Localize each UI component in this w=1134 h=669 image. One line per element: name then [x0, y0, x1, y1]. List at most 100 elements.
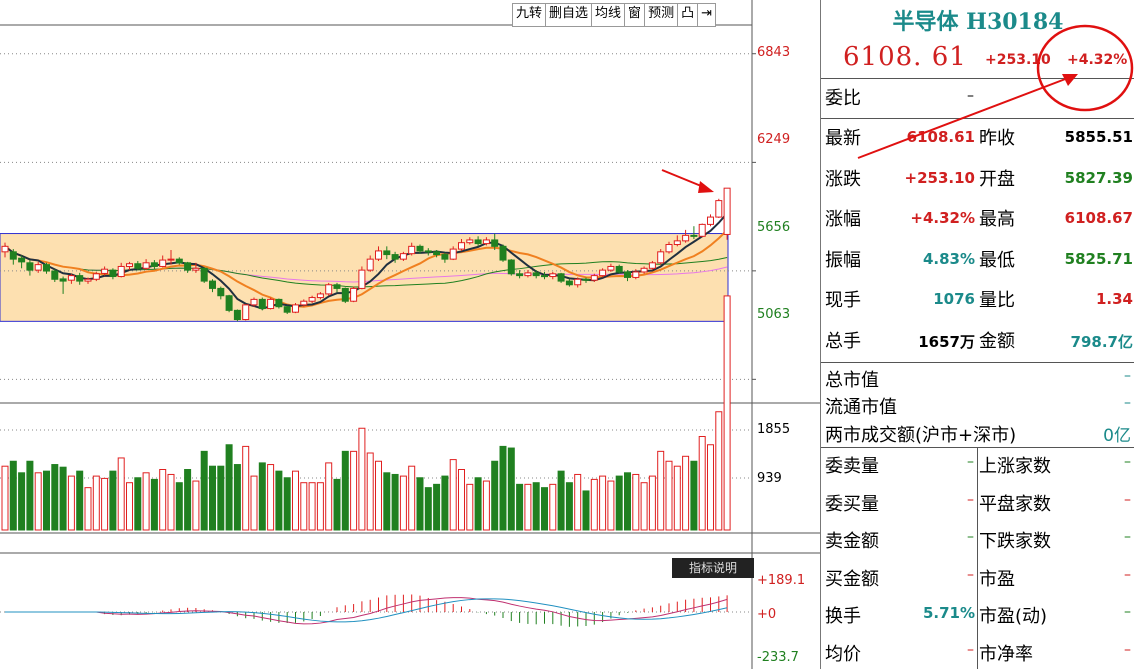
- volume-bar: [43, 470, 50, 531]
- volume-bar: [582, 490, 590, 531]
- candle-body: [43, 264, 50, 272]
- candle-body: [242, 304, 250, 321]
- volume-bar: [51, 464, 59, 531]
- volume-bar: [399, 475, 407, 531]
- volume-bar: [192, 480, 200, 531]
- quote-value: –: [1124, 491, 1131, 508]
- quote-value: +253.10: [904, 168, 975, 187]
- quote-grid-row: 卖金额 – 下跌家数 –: [821, 527, 1134, 552]
- price-tick-label: 6249: [757, 132, 791, 147]
- jiuzhuan-button[interactable]: 九转: [513, 4, 547, 26]
- candle-body: [565, 280, 573, 286]
- candle-body: [441, 254, 449, 260]
- quote-grid-row: 均价 – 市净率 –: [821, 640, 1134, 665]
- candle-body: [665, 244, 673, 253]
- candle-body: [333, 284, 341, 289]
- volume-bar: [84, 487, 92, 531]
- weibi-label: 委比: [825, 88, 861, 109]
- quote-value: –: [967, 454, 974, 470]
- chart-area[interactable]: 九转 删自选 均线 窗 预测 凸 ⇥ 6843 6249 5656 5063 1…: [0, 0, 820, 669]
- volume-bar: [26, 460, 34, 531]
- quote-label: 振幅: [825, 249, 861, 271]
- quote-grid-row: 委卖量 – 上涨家数 –: [821, 452, 1134, 477]
- quote-grid-row: 换手 5.71% 市盈(动) –: [821, 602, 1134, 627]
- quote-label: 量比: [979, 290, 1015, 311]
- window-button[interactable]: 窗: [625, 4, 646, 26]
- volume-bar: [167, 473, 175, 531]
- volume-bar: [424, 487, 432, 531]
- volume-bar: [507, 447, 515, 531]
- quote-label: 涨跌: [825, 168, 861, 190]
- lock-icon[interactable]: 凸: [678, 4, 699, 26]
- volume-bar: [275, 470, 283, 531]
- candle-body: [715, 200, 723, 218]
- volume-bar: [67, 475, 75, 531]
- ma-button[interactable]: 均线: [592, 4, 626, 26]
- candle-body: [18, 257, 26, 263]
- candle-body: [416, 245, 424, 252]
- volume-bar: [250, 475, 258, 531]
- volume-bar: [408, 465, 416, 531]
- volume-bar: [723, 295, 731, 531]
- quote-label: 上涨家数: [979, 456, 1051, 477]
- volume-bar: [142, 472, 150, 531]
- weibi-value: –: [967, 88, 974, 104]
- candle-body: [200, 267, 208, 282]
- candle-body: [673, 240, 681, 246]
- candle-body: [59, 278, 67, 282]
- kline-chart[interactable]: [0, 0, 820, 669]
- remove-watchlist-button[interactable]: 删自选: [546, 4, 593, 26]
- candle-body: [408, 245, 416, 255]
- quote-value: 798.7亿: [1070, 332, 1133, 351]
- volume-bar: [200, 450, 208, 531]
- volume-bar: [557, 470, 565, 531]
- volume-bar: [707, 444, 714, 531]
- volume-bar: [308, 482, 316, 531]
- volume-bar: [640, 482, 648, 531]
- volume-bar: [383, 472, 391, 531]
- quote-panel: 半导体 H30184 6108. 61 +253.10 +4.32% 委比 – …: [820, 0, 1134, 669]
- volume-bar: [209, 465, 216, 531]
- candle-body: [117, 265, 125, 278]
- macd-tick-label: +0: [757, 607, 777, 622]
- candle-body: [275, 298, 283, 308]
- candle-body: [690, 234, 698, 237]
- volume-bar: [366, 452, 374, 531]
- volume-bar: [134, 477, 142, 531]
- quote-value: –: [967, 566, 974, 583]
- quote-row: 涨跌 +253.10 开盘 5827.39: [821, 165, 1134, 195]
- quote-value: 5827.39: [1064, 168, 1133, 187]
- quote-value: –: [1124, 566, 1131, 583]
- quote-label: 总手: [825, 330, 861, 352]
- candle-body: [109, 269, 117, 278]
- volume-bar: [101, 477, 109, 531]
- candle-body: [217, 287, 225, 297]
- volume-bar: [217, 465, 225, 531]
- chart-toolbar: 九转 删自选 均线 窗 预测 凸 ⇥: [512, 3, 716, 27]
- collapse-icon[interactable]: ⇥: [701, 6, 712, 21]
- quote-label: 平盘家数: [979, 493, 1051, 515]
- volume-bar: [333, 478, 341, 531]
- quote-label: 涨幅: [825, 209, 861, 230]
- quote-label: 最低: [979, 249, 1015, 271]
- candle-body: [175, 258, 183, 264]
- quote-label: 换手: [825, 606, 861, 627]
- candle-body: [599, 269, 607, 277]
- volume-bar: [316, 482, 324, 531]
- price-change-percent: +4.32%: [1067, 52, 1128, 68]
- volume-bar: [532, 482, 540, 531]
- quote-label: 最新: [825, 128, 861, 149]
- candle-body: [466, 239, 474, 244]
- candle-body: [549, 273, 557, 278]
- candle-body: [449, 248, 457, 260]
- candle-body: [433, 251, 441, 256]
- candle-body: [134, 263, 142, 269]
- quote-value: –: [1124, 604, 1131, 620]
- indicator-help-button[interactable]: 指标说明: [672, 558, 754, 578]
- macd-tick-label: +189.1: [757, 573, 806, 588]
- quote-value: 5825.71: [1064, 249, 1133, 268]
- volume-bar: [9, 460, 17, 531]
- float-cap-value: –: [1124, 395, 1131, 411]
- forecast-button[interactable]: 预测: [645, 4, 679, 26]
- quote-label: 金额: [979, 330, 1015, 352]
